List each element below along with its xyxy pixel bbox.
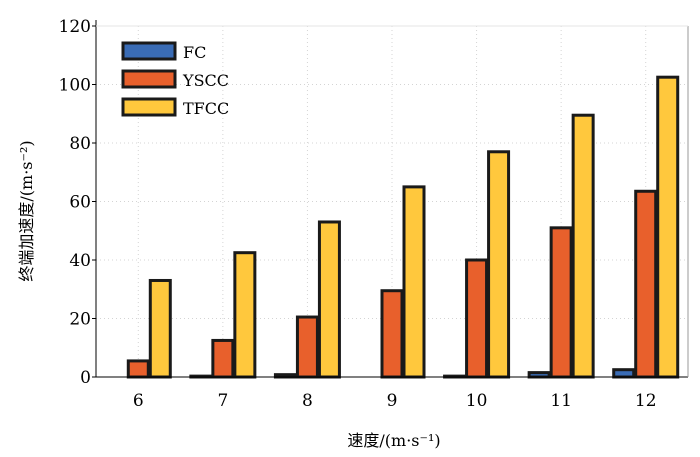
legend-swatch-yscc [121, 69, 177, 89]
bar-tfcc-12 [656, 75, 680, 379]
bar-yscc-10 [465, 258, 489, 379]
axes [92, 20, 689, 378]
y-tick-label: 100 [59, 76, 91, 96]
bar-yscc-9 [380, 289, 404, 379]
bar-tfcc-11 [571, 113, 595, 379]
y-tick-label: 40 [69, 251, 91, 271]
bar-tfcc-8 [317, 220, 341, 379]
y-tick-labels: 0 20 40 60 80 100 120 [59, 17, 91, 388]
y-axis-title: 终端加速度/(m·s⁻²) [17, 140, 36, 281]
bar-tfcc-10 [487, 150, 511, 379]
x-tick-label: 10 [466, 391, 488, 411]
y-tick-label: 120 [59, 17, 91, 37]
legend: FC YSCC TFCC [121, 41, 229, 118]
legend-label-fc: FC [183, 43, 206, 62]
x-tick-label: 12 [635, 391, 657, 411]
x-tick-label: 8 [302, 391, 313, 411]
bar-fc-11 [527, 371, 551, 379]
legend-swatch-tfcc [121, 97, 177, 117]
x-tick-labels: 6 7 8 9 10 11 12 [133, 391, 657, 411]
y-tick-label: 0 [80, 368, 91, 388]
x-tick-label: 9 [387, 391, 398, 411]
x-tick-label: 7 [217, 391, 228, 411]
bar-yscc-11 [549, 226, 573, 379]
bar-yscc-7 [211, 338, 235, 379]
legend-swatch-fc [121, 41, 177, 61]
bar-tfcc-6 [148, 278, 172, 379]
x-tick-label: 6 [133, 391, 144, 411]
bar-yscc-6 [126, 359, 150, 379]
bar-yscc-8 [295, 315, 319, 379]
bar-tfcc-7 [233, 251, 257, 379]
legend-label-yscc: YSCC [182, 71, 229, 90]
legend-label-tfcc: TFCC [183, 99, 229, 118]
y-tick-label: 80 [69, 134, 91, 154]
bar-fc-12 [612, 368, 636, 379]
bar-series [126, 75, 680, 379]
y-tick-label: 20 [69, 310, 91, 330]
x-axis-title: 速度/(m·s⁻¹) [347, 431, 440, 450]
bar-yscc-12 [634, 189, 658, 379]
y-tick-label: 60 [69, 193, 91, 213]
x-tick-label: 11 [550, 391, 572, 411]
bar-tfcc-9 [402, 185, 426, 379]
